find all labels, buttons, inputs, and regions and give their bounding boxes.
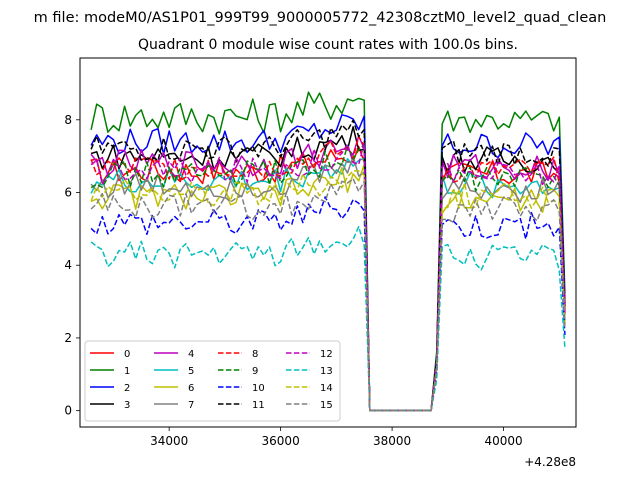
- series-line-13: [90, 225, 566, 412]
- series-line-3: [90, 126, 566, 412]
- y-tick-label: 2: [64, 331, 72, 345]
- series-line-9: [90, 143, 566, 412]
- series-line-1: [90, 91, 566, 412]
- legend-label-7: 7: [188, 400, 194, 411]
- y-tick-label: 4: [64, 258, 72, 272]
- plot-frame: [79, 57, 577, 428]
- legend-label-12: 12: [320, 349, 333, 360]
- x-offset-label: +4.28e8: [524, 455, 576, 469]
- y-tick-label: 8: [64, 113, 72, 127]
- x-tick-label: 34000: [150, 434, 188, 448]
- legend-label-11: 11: [252, 400, 265, 411]
- legend-label-5: 5: [188, 366, 194, 377]
- chart-suptitle: m file: modeM0/AS1P01_999T99_9000005772_…: [34, 10, 607, 26]
- legend-label-0: 0: [124, 349, 130, 360]
- legend-label-14: 14: [320, 383, 333, 394]
- series-line-12: [90, 142, 566, 412]
- y-tick-label: 0: [64, 404, 72, 418]
- x-tick-label: 36000: [262, 434, 300, 448]
- legend-label-1: 1: [124, 366, 130, 377]
- legend-label-15: 15: [320, 400, 333, 411]
- legend-label-10: 10: [252, 383, 265, 394]
- axes-layer: 34000 36000 38000 40000 0 2 4 6 8: [64, 113, 522, 448]
- legend-label-8: 8: [252, 349, 258, 360]
- legend-label-3: 3: [124, 400, 130, 411]
- series-line-14: [90, 170, 566, 412]
- x-tick-label: 40000: [484, 434, 522, 448]
- series-line-11: [90, 119, 566, 412]
- legend-label-13: 13: [320, 366, 333, 377]
- chart-title: Quadrant 0 module wise count rates with …: [138, 37, 518, 53]
- legend-label-6: 6: [188, 383, 194, 394]
- x-tick-label: 38000: [373, 434, 411, 448]
- series-line-10: [90, 196, 566, 412]
- legend-label-2: 2: [124, 383, 130, 394]
- series-line-7: [90, 155, 566, 412]
- y-tick-label: 6: [64, 186, 72, 200]
- legend-frame: [84, 340, 341, 422]
- series-layer: [90, 91, 566, 412]
- series-line-15: [90, 177, 566, 412]
- legend-label-4: 4: [188, 349, 194, 360]
- legend-label-9: 9: [252, 366, 258, 377]
